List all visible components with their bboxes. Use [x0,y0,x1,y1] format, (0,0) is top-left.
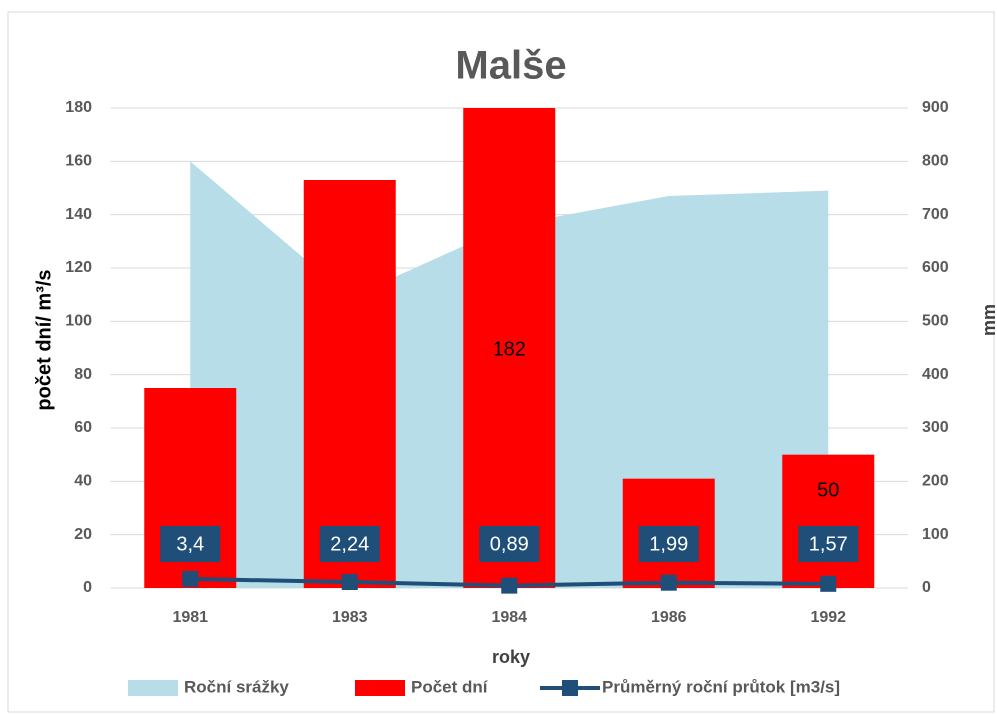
legend-swatch [355,680,405,696]
y-tick-label: 0 [83,579,92,596]
value-label-box [638,526,699,562]
legend-label: Počet dní [411,677,489,696]
y2-tick-label: 700 [922,206,949,223]
y2-axis-label: mm [979,304,997,336]
marker [341,574,358,591]
value-label-box [479,526,540,562]
legend: Roční srážky Počet dní Průměrný roční průt… [128,677,840,696]
y-tick-label: 140 [65,206,92,223]
y2-tick-label: 200 [922,473,949,490]
y-tick-label: 180 [65,99,92,116]
bar-value-label: 182 [493,338,526,360]
bar [782,454,875,588]
marker [820,575,837,592]
y2-tick-label: 100 [922,526,949,543]
y-tick-label: 100 [65,313,92,330]
legend-swatch [562,680,578,696]
marker [182,570,199,587]
legend-swatch [128,680,178,696]
y2-tick-label: 300 [922,419,949,436]
line-value-label: 3,4 [176,533,204,555]
line-value-label: 0,89 [490,533,529,555]
y-tick-label: 80 [74,366,92,383]
y-tick-label: 160 [65,153,92,170]
y2-tick-label: 500 [922,313,949,330]
bar [303,180,396,588]
y2-tick-label: 900 [922,99,949,116]
legend-label: Roční srážky [184,677,289,696]
y-tick-label: 60 [74,419,92,436]
x-tick-label: 1992 [810,609,846,626]
marker [660,574,677,591]
x-tick-label: 1986 [651,609,687,626]
marker [501,577,518,594]
y-axis-label: počet dní/ m³/s [33,269,55,410]
x-tick-label: 1984 [491,609,527,626]
line-value-label: 1,99 [649,533,688,555]
x-axis-label: roky [492,647,530,667]
value-label-box [798,526,859,562]
y2-tick-label: 600 [922,259,949,276]
chart-title: Malše [455,44,566,88]
value-label-box [160,526,221,562]
y-tick-label: 40 [74,473,92,490]
line-value-label: 2,24 [330,533,369,555]
x-tick-label: 1981 [172,609,208,626]
legend-label: Průměrný roční průtok [m3/s] [602,677,840,696]
y-tick-label: 20 [74,526,92,543]
bar-value-label: 50 [817,480,839,502]
bar [463,108,556,589]
value-label-box [319,526,380,562]
y2-tick-label: 800 [922,153,949,170]
x-tick-label: 1983 [332,609,368,626]
line-value-label: 1,57 [809,533,848,555]
y2-tick-label: 400 [922,366,949,383]
y2-tick-label: 0 [922,579,931,596]
y-tick-label: 120 [65,259,92,276]
